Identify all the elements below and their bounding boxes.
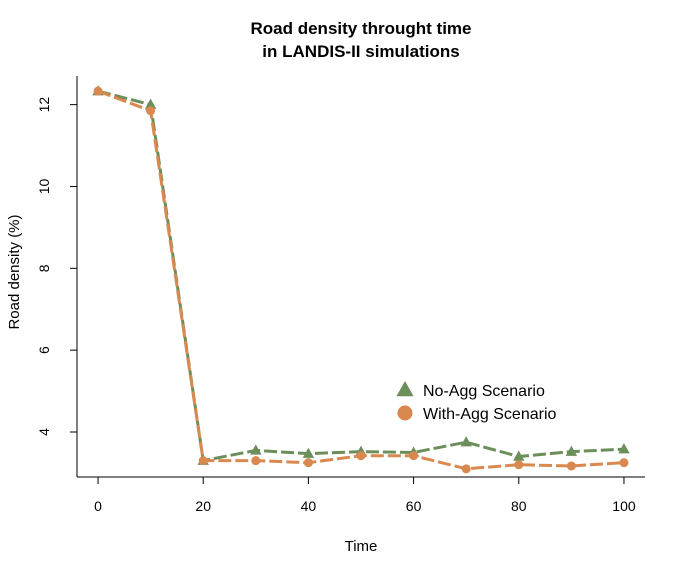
data-point: [619, 458, 629, 468]
x-tick-label: 80: [511, 498, 527, 514]
data-point: [302, 447, 315, 458]
legend-label: With-Agg Scenario: [423, 406, 556, 423]
chart-title-line-2: in LANDIS-II simulations: [262, 42, 459, 61]
data-point: [198, 456, 208, 466]
y-tick-label: 10: [36, 178, 52, 194]
y-tick-label: 6: [36, 346, 52, 354]
data-point: [250, 444, 262, 455]
data-point: [461, 464, 471, 474]
x-tick-label: 100: [612, 498, 636, 514]
y-tick-label: 4: [36, 428, 52, 436]
data-point: [460, 436, 472, 447]
legend-marker: [396, 381, 414, 397]
data-point: [565, 445, 578, 456]
data-point: [146, 106, 156, 116]
data-point: [513, 450, 525, 461]
x-tick-label: 40: [301, 498, 317, 514]
data-point: [144, 98, 157, 109]
series-layer: [92, 85, 630, 474]
series-2: [93, 86, 629, 474]
data-point: [356, 451, 366, 461]
data-point: [303, 458, 313, 468]
data-point: [618, 443, 630, 454]
y-tick-label: 8: [36, 264, 52, 272]
y-axis-label: Road density (%): [6, 214, 23, 329]
data-point: [514, 460, 524, 470]
y-tick-label: 12: [36, 97, 52, 113]
legend-item: No-Agg Scenario: [396, 381, 545, 400]
x-axis-label: Time: [345, 538, 378, 555]
x-tick-label: 0: [94, 498, 102, 514]
y-axis-ticks: 4 6 8 10 12: [36, 97, 77, 436]
legend-label: No-Agg Scenario: [423, 383, 545, 400]
data-point: [409, 451, 419, 461]
legend-marker: [397, 405, 413, 421]
data-point: [251, 456, 261, 466]
data-point: [566, 461, 576, 471]
chart-title-line-1: Road density throught time: [251, 19, 472, 38]
x-axis-ticks: 0 20 40 60 80 100: [94, 477, 636, 514]
data-point: [93, 86, 103, 96]
x-tick-label: 20: [195, 498, 211, 514]
x-tick-label: 60: [406, 498, 422, 514]
legend: No-Agg Scenario With-Agg Scenario: [396, 381, 556, 423]
legend-item: With-Agg Scenario: [397, 405, 556, 423]
